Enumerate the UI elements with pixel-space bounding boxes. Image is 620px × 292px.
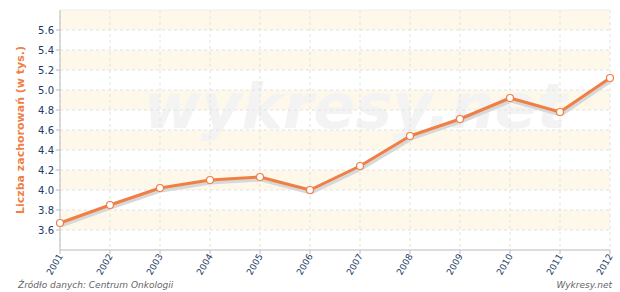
x-tick-label: 2004 [195, 252, 215, 277]
x-tick [260, 250, 261, 254]
x-tick-label: 2008 [395, 252, 415, 277]
credit: Wykresy.net [556, 280, 612, 290]
marker [307, 187, 314, 194]
x-tick [160, 250, 161, 254]
marker [257, 174, 264, 181]
grid-line [60, 130, 610, 131]
marker [157, 185, 164, 192]
marker [57, 220, 64, 227]
x-tick [560, 250, 561, 254]
band [60, 10, 610, 30]
grid-line [60, 90, 610, 91]
marker [607, 75, 614, 82]
x-tick-label: 2009 [445, 252, 465, 277]
y-tick [56, 110, 60, 111]
grid-line [60, 110, 610, 111]
grid-line [60, 210, 610, 211]
x-tick-label: 2010 [495, 252, 515, 277]
grid-line-x [460, 10, 461, 250]
y-tick-label: 4.6 [38, 125, 54, 136]
x-tick-label: 2002 [95, 252, 115, 277]
x-tick-label: 2012 [595, 252, 615, 277]
x-tick-label: 2001 [45, 252, 65, 277]
grid-line-x [260, 10, 261, 250]
y-tick [56, 190, 60, 191]
y-tick-label: 5.2 [38, 65, 54, 76]
marker [107, 202, 114, 209]
y-tick [56, 50, 60, 51]
grid-line [60, 170, 610, 171]
x-tick-label: 2007 [345, 252, 365, 277]
x-tick [410, 250, 411, 254]
marker [357, 163, 364, 170]
band [60, 210, 610, 230]
marker [207, 177, 214, 184]
x-tick-label: 2005 [245, 252, 265, 277]
x-tick [60, 250, 61, 254]
grid-line [60, 150, 610, 151]
frame-top [60, 10, 610, 11]
y-tick-label: 4.0 [38, 185, 54, 196]
grid-line-x [160, 10, 161, 250]
y-tick-label: 3.8 [38, 205, 54, 216]
x-tick [310, 250, 311, 254]
x-tick [610, 250, 611, 254]
grid-line-x [560, 10, 561, 250]
x-tick-label: 2011 [545, 252, 565, 277]
grid-line-x [110, 10, 111, 250]
series-line [60, 78, 610, 223]
band [60, 50, 610, 70]
y-tick [56, 230, 60, 231]
marker [557, 109, 564, 116]
marker [407, 133, 414, 140]
x-tick [360, 250, 361, 254]
y-tick [56, 90, 60, 91]
grid-line [60, 30, 610, 31]
y-tick-label: 4.4 [38, 145, 54, 156]
chart: wykresy.net 3.6 3.8 4.0 4.2 4.4 4.6 4.8 5.0 5.2 5.… [0, 0, 620, 292]
source: Źródło danych: Centrum Onkologii [17, 279, 174, 290]
x-tick [110, 250, 111, 254]
y-tick [56, 210, 60, 211]
y-tick [56, 70, 60, 71]
x-tick [460, 250, 461, 254]
y-tick-label: 5.0 [38, 85, 54, 96]
y-tick-label: 3.6 [38, 225, 54, 236]
y-tick [56, 150, 60, 151]
grid-line [60, 230, 610, 231]
grid-line [60, 50, 610, 51]
y-tick-label: 5.6 [38, 25, 54, 36]
grid-line-x [310, 10, 311, 250]
x-tick [510, 250, 511, 254]
y-tick-label: 5.4 [38, 45, 54, 56]
marker [457, 116, 464, 123]
y-tick [56, 30, 60, 31]
grid-line [60, 190, 610, 191]
x-tick-label: 2003 [145, 252, 165, 277]
y-tick-label: 4.8 [38, 105, 54, 116]
grid-line-x [610, 10, 611, 250]
x-tick [210, 250, 211, 254]
watermark: wykresy.net [144, 70, 569, 143]
grid-line-x [360, 10, 361, 250]
x-tick-label: 2006 [295, 252, 315, 277]
grid-line-x [410, 10, 411, 250]
grid-line [60, 70, 610, 71]
y-tick-label: 4.2 [38, 165, 54, 176]
marker [507, 95, 514, 102]
grid-line-x [210, 10, 211, 250]
y-tick [56, 170, 60, 171]
y-tick [56, 130, 60, 131]
plot [57, 75, 614, 227]
x-axis [60, 250, 610, 251]
grid-line-x [510, 10, 511, 250]
y-axis-label: Liczba zachorowań (w tys.) [14, 46, 27, 214]
